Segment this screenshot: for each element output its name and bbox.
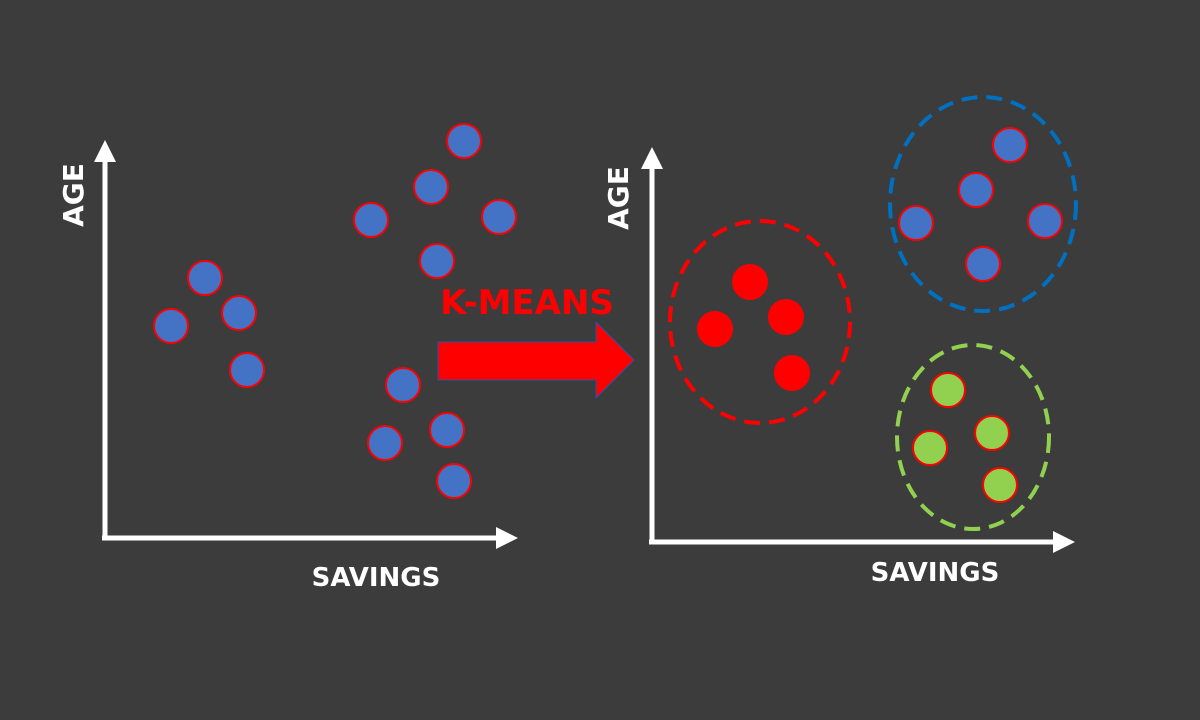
right-x-axis-arrowhead xyxy=(1053,531,1075,553)
cluster-red-point xyxy=(768,299,804,335)
cluster-red-boundary xyxy=(668,219,852,425)
cluster-blue-boundary xyxy=(888,95,1078,313)
left-y-axis-label: AGE xyxy=(57,163,90,227)
right-axes xyxy=(641,147,1075,553)
data-point xyxy=(481,199,517,235)
right-y-axis-label: AGE xyxy=(602,166,635,230)
right-arrow-icon xyxy=(437,320,635,400)
data-point xyxy=(221,295,257,331)
cluster-blue-point xyxy=(958,172,994,208)
data-point xyxy=(429,412,465,448)
left-axes xyxy=(94,140,518,549)
right-x-axis-label: SAVINGS xyxy=(871,558,1000,588)
data-point xyxy=(353,202,389,238)
kmeans-label: K-MEANS xyxy=(440,283,614,323)
right-panel: AGE SAVINGS xyxy=(602,95,1078,588)
data-point xyxy=(187,260,223,296)
cluster-red-point xyxy=(732,264,768,300)
data-point xyxy=(413,169,449,205)
left-data-points xyxy=(153,123,517,499)
kmeans-transform: K-MEANS xyxy=(437,283,635,400)
data-point xyxy=(446,123,482,159)
data-point xyxy=(367,425,403,461)
data-point xyxy=(436,463,472,499)
data-point xyxy=(229,352,265,388)
left-y-axis-arrowhead xyxy=(94,140,116,162)
cluster-blue-point xyxy=(965,246,1001,282)
cluster-green-point xyxy=(912,430,948,466)
cluster-blue-point xyxy=(992,127,1028,163)
data-point xyxy=(385,367,421,403)
left-panel: AGE SAVINGS xyxy=(57,123,518,593)
cluster-blue-point xyxy=(898,205,934,241)
data-point xyxy=(419,243,455,279)
cluster-green-point xyxy=(982,467,1018,503)
left-x-axis-label: SAVINGS xyxy=(312,563,441,593)
cluster-green-point xyxy=(974,415,1010,451)
cluster-green-point xyxy=(930,372,966,408)
cluster-red-point xyxy=(697,311,733,347)
left-x-axis-arrowhead xyxy=(496,527,518,549)
data-point xyxy=(153,308,189,344)
right-data-points xyxy=(697,127,1063,503)
cluster-blue-point xyxy=(1027,203,1063,239)
cluster-green-boundary xyxy=(895,343,1051,531)
right-y-axis-arrowhead xyxy=(641,147,663,169)
cluster-red-point xyxy=(774,355,810,391)
